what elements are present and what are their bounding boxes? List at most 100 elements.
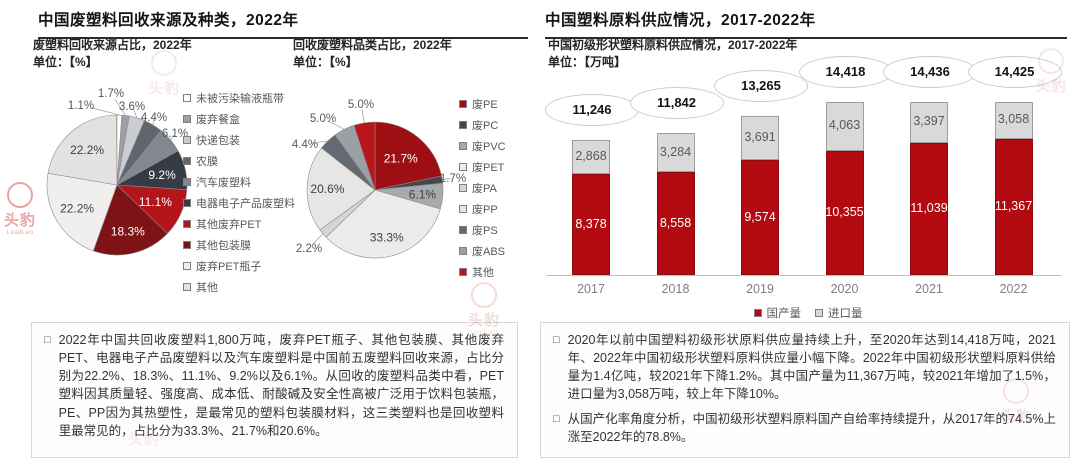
pie1-caption-block: 废塑料回收来源占比，2022年 单位：【%】 [33, 37, 273, 71]
left-note-bullet-row: □ 2022年中国共回收废塑料1,800万吨，废弃PET瓶子、其他包装膜、其他废… [44, 331, 504, 440]
legend-swatch-icon [183, 177, 191, 186]
pie-slice-废PET [325, 189, 441, 259]
legend-label: 废PS [472, 224, 498, 237]
total-label-2020: 14,418 [798, 55, 893, 88]
legend-swatch-icon [459, 99, 467, 108]
legend-swatch-icon [183, 135, 191, 144]
bar-domestic-2018 [656, 172, 695, 275]
bar-import-2019 [741, 115, 779, 161]
legend-swatch-icon [183, 198, 191, 207]
bar-chart-legend: 国产量 进口量 [540, 305, 1076, 321]
legend-label: 电器电子产品废塑料 [196, 197, 295, 210]
legend-label: 废PVC [472, 140, 506, 153]
right-note-text-2: 从国产化率角度分析，中国初级形状塑料原料国产自给率持续提升，从2017年的74.… [567, 411, 1056, 444]
bar-import-value-2021: 3,397 [913, 114, 945, 129]
bar-domestic-value-2022: 11,367 [994, 198, 1033, 213]
square-bullet-icon: □ [553, 412, 560, 425]
x-axis-label-2019: 2019 [746, 282, 774, 296]
right-note-bullet-row-1: □ 2020年以前中国塑料初级形状原料供应量持续上升，至2020年达到14,41… [553, 331, 1056, 404]
pie-slice-其他包装膜 [92, 184, 168, 256]
legend-swatch-icon [459, 246, 467, 255]
pie-out-label: 2.2% [296, 243, 322, 255]
pie2-caption: 回收废塑料品类占比，2022年 [293, 38, 452, 52]
legend-item-快递包装: 快递包装 [183, 129, 295, 150]
pie-slice-其他 [47, 114, 118, 186]
legend-label: 废PET [472, 161, 505, 174]
bar-import-value-2020: 4,063 [828, 118, 861, 133]
pie-in-label: 20.6% [310, 182, 344, 196]
legend-label: 其他 [196, 281, 218, 294]
stacked-bar-chart-supply: 8,378 2,868 11,246 2017 8,558 3,284 11,842 2018… [540, 55, 1076, 332]
pie-slice-其他 [353, 121, 376, 191]
legend-swatch-icon [183, 156, 191, 165]
legend-item-废PC: 废PC [459, 114, 506, 135]
total-label-2021: 14,436 [883, 55, 977, 88]
pie-in-label: 22.2% [60, 201, 94, 215]
pie1-caption: 废塑料回收来源占比，2022年 [33, 38, 192, 52]
legend-item-废弃餐盒: 废弃餐盒 [183, 108, 295, 129]
pie-in-label: 21.7% [384, 151, 418, 165]
legend-item-废PP: 废PP [459, 198, 506, 219]
pie-out-label: 1.7% [98, 88, 124, 100]
bar-domestic-value-2018: 8,558 [659, 215, 692, 230]
right-note-box: □ 2020年以前中国塑料初级形状原料供应量持续上升，至2020年达到14,41… [540, 322, 1070, 458]
bar-legend-item-进口量: 进口量 [815, 305, 863, 321]
legend-item-农膜: 农膜 [183, 150, 295, 171]
pie-in-label: 11.1% [139, 195, 172, 209]
legend-swatch-icon [753, 309, 762, 317]
pie2-caption-block: 回收废塑料品类占比，2022年 单位：【%】 [293, 37, 533, 71]
legend-label: 废ABS [472, 245, 506, 258]
bar-import-value-2019: 3,691 [744, 129, 776, 144]
x-axis-label-2022: 2022 [999, 282, 1028, 296]
bar-domestic-2021 [910, 142, 948, 275]
legend-label: 废PA [472, 182, 497, 195]
square-bullet-icon: □ [553, 334, 560, 346]
legend-label: 废PC [472, 119, 499, 132]
left-note-text: 2022年中国共回收废塑料1,800万吨，废弃PET瓶子、其他包装膜、其他废弃P… [58, 333, 504, 438]
x-axis-label-2020: 2020 [830, 282, 859, 296]
x-axis-line [546, 275, 1061, 276]
pie-in-label: 9.2% [148, 168, 176, 182]
legend-item-废ABS: 废ABS [459, 240, 506, 261]
legend-item-废PE: 废PE [459, 93, 506, 114]
total-label-2019: 13,265 [714, 69, 808, 102]
pie2-legend: 废PE 废PC 废PVC 废PET 废PA 废PP 废PS 废ABS 其他 [459, 93, 506, 282]
x-axis-label-2017: 2017 [577, 282, 605, 296]
pie-chart-recycle-sources: 1.1% 1.7%3.6%4.4% 6.1% 9.2% 11.1% 18.3% 22.2% 2… [46, 88, 188, 256]
pie-out-label: 6.1% [162, 128, 188, 140]
legend-item-废PET: 废PET [459, 156, 506, 177]
legend-swatch-icon [183, 282, 191, 291]
right-panel-title: 中国塑料原料供应情况，2017-2022年 [545, 8, 1067, 39]
legend-swatch-icon [459, 162, 467, 171]
legend-item-其他包装膜: 其他包装膜 [183, 234, 295, 255]
legend-swatch-icon [459, 183, 467, 192]
legend-swatch-icon [459, 141, 467, 150]
legend-label: 其他 [472, 266, 494, 279]
pie-slice-废PP [306, 147, 376, 231]
legend-label: 废弃餐盒 [196, 113, 240, 126]
pie-chart-recycle-types: 21.7% 1.7%6.1% 33.3% 2.2% 20.6% 4.4% 5.0% 5.0% [292, 99, 466, 259]
pie-out-label: 4.4% [292, 139, 318, 151]
pie-in-label: 33.3% [370, 231, 404, 245]
bar-caption-block: 中国初级形状塑料原料供应情况，2017-2022年 单位：【万吨】 [548, 37, 868, 71]
pie-slice-废PE [374, 121, 442, 191]
pie-in-label: 22.2% [70, 143, 104, 157]
bar-domestic-2019 [741, 160, 779, 275]
legend-item-废PVC: 废PVC [459, 135, 506, 156]
legend-swatch-icon [183, 219, 191, 228]
pie2-unit: 单位：【%】 [293, 54, 358, 69]
bar-import-2017 [572, 140, 610, 175]
legend-item-未被污染输液瓶带: 未被污染输液瓶带 [183, 87, 295, 108]
brand-seal-icon [471, 282, 497, 308]
bar-domestic-2017 [572, 174, 610, 275]
right-note-text-1: 2020年以前中国塑料初级形状原料供应量持续上升，至2020年达到14,418万… [567, 333, 1056, 402]
pie-out-label: 5.0% [348, 99, 374, 111]
legend-label: 废PE [472, 98, 498, 111]
pie-in-label: 6.1% [409, 187, 437, 201]
bar-import-2022 [994, 101, 1033, 139]
legend-label: 其他废弃PET [196, 218, 262, 231]
legend-label: 国产量 [766, 308, 802, 320]
bar-domestic-value-2017: 8,378 [575, 216, 607, 231]
bar-domestic-2022 [994, 138, 1033, 275]
